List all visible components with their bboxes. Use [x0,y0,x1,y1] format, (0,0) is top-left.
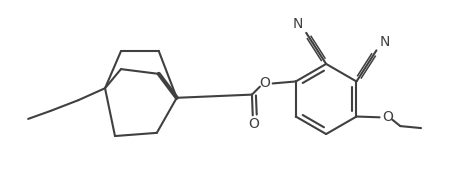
Text: O: O [248,118,259,132]
Text: N: N [379,35,390,49]
Text: O: O [382,110,393,124]
Text: O: O [259,76,270,90]
Text: N: N [293,17,303,31]
